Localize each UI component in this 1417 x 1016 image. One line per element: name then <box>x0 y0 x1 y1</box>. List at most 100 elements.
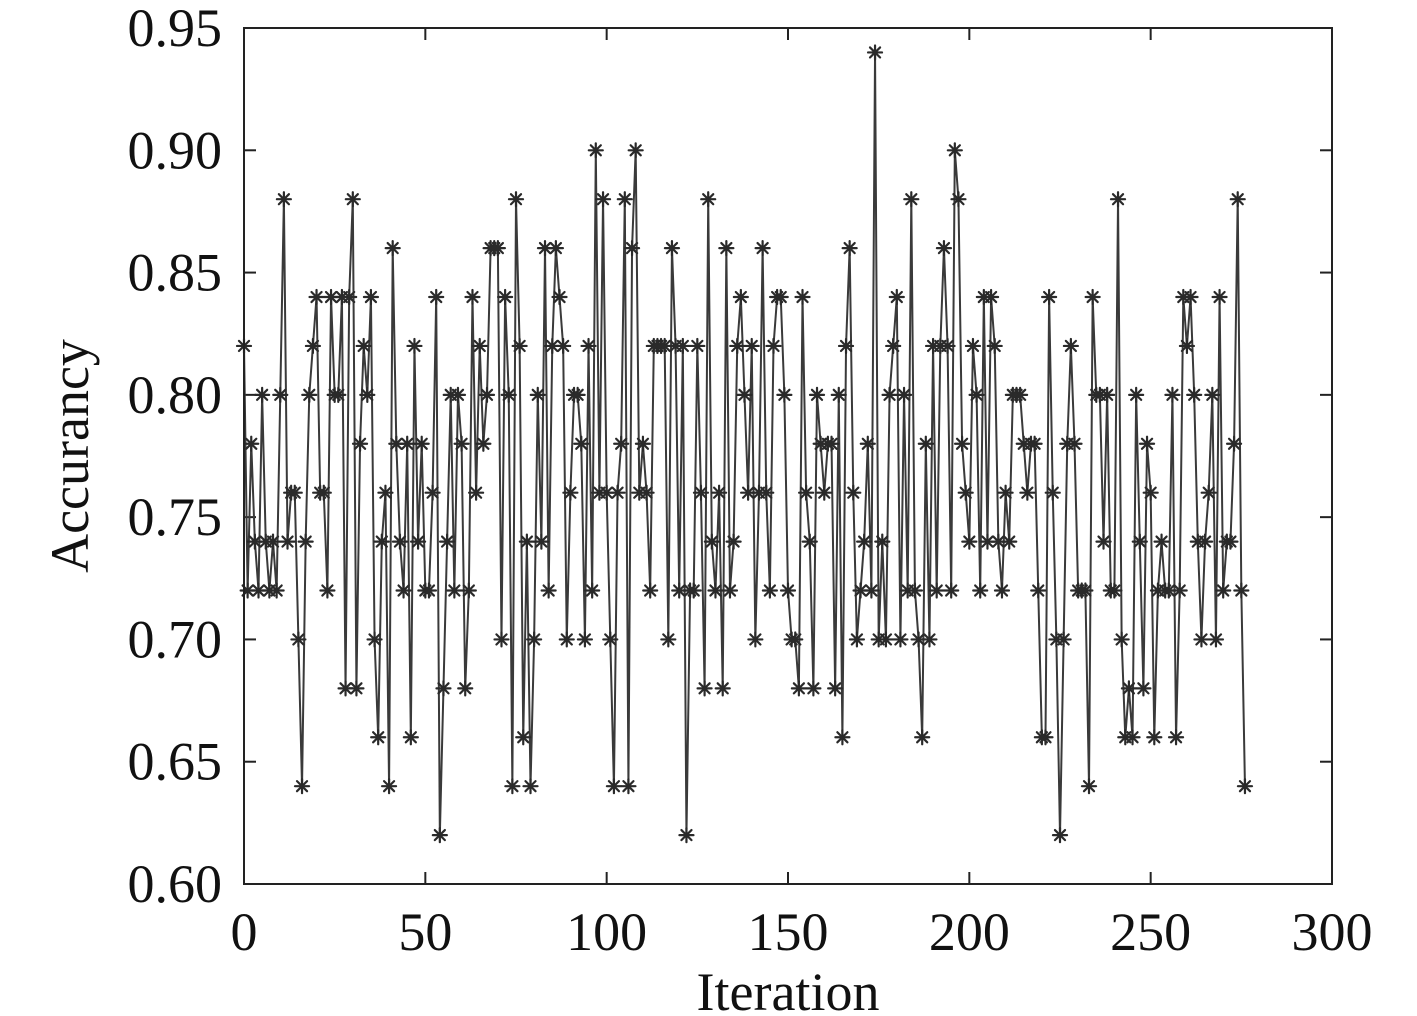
data-point <box>1080 778 1098 795</box>
data-point <box>402 729 419 746</box>
data-point <box>319 582 336 599</box>
data-point <box>1200 484 1217 501</box>
data-point <box>638 484 655 501</box>
data-point <box>373 533 390 550</box>
data-point <box>1215 582 1232 599</box>
data-point <box>536 240 554 257</box>
x-tick-label: 250 <box>1110 902 1191 962</box>
data-point <box>1001 533 1018 550</box>
data-point <box>935 240 953 257</box>
data-point <box>888 288 905 306</box>
data-point <box>594 191 612 208</box>
data-point <box>848 631 866 648</box>
data-point <box>1211 288 1228 306</box>
data-point <box>663 240 681 257</box>
data-point <box>906 582 924 599</box>
data-point <box>790 680 807 697</box>
data-point <box>1138 435 1156 452</box>
data-point <box>845 484 862 501</box>
data-point <box>584 582 601 599</box>
series-layer <box>235 44 1254 844</box>
data-point <box>841 240 858 257</box>
data-point <box>1030 582 1047 599</box>
data-point <box>243 435 260 452</box>
data-point <box>707 582 724 599</box>
data-point <box>885 337 902 355</box>
data-point <box>776 386 793 403</box>
data-point <box>493 631 510 648</box>
data-point <box>917 435 934 452</box>
data-point <box>351 435 369 452</box>
data-point <box>268 582 285 599</box>
data-point <box>714 680 731 697</box>
data-point <box>834 729 851 746</box>
data-point <box>689 337 706 355</box>
data-point <box>1128 386 1145 403</box>
data-point <box>275 191 292 208</box>
data-point <box>990 533 1007 550</box>
data-point <box>555 337 572 355</box>
data-point <box>301 386 318 403</box>
data-point <box>409 533 427 550</box>
y-tick-label: 0.95 <box>128 0 223 58</box>
data-point <box>852 582 869 599</box>
data-point <box>293 778 311 795</box>
data-point <box>1113 631 1130 648</box>
data-point <box>598 484 615 501</box>
data-point <box>674 337 691 355</box>
data-point <box>805 680 822 697</box>
data-point <box>801 533 818 550</box>
data-point <box>700 191 717 208</box>
data-point <box>758 484 775 501</box>
data-point <box>1142 484 1159 501</box>
data-point <box>497 288 514 306</box>
data-point <box>254 386 271 403</box>
data-point <box>551 288 568 306</box>
data-point <box>457 680 474 697</box>
data-point <box>765 337 782 355</box>
data-point <box>903 191 920 208</box>
data-point <box>1222 533 1239 550</box>
data-point <box>613 435 630 452</box>
data-point <box>718 240 735 257</box>
data-point <box>794 288 811 306</box>
data-point <box>1178 337 1196 355</box>
x-tick-label: 150 <box>748 902 829 962</box>
plot-frame <box>243 27 1333 885</box>
data-point <box>587 142 604 159</box>
data-point <box>380 778 398 795</box>
data-point <box>308 288 325 306</box>
data-point <box>729 337 746 355</box>
data-point <box>449 386 467 403</box>
data-point <box>428 288 445 306</box>
data-point <box>518 533 535 550</box>
data-point <box>761 582 778 599</box>
data-point <box>370 729 387 746</box>
data-point <box>1171 582 1188 599</box>
data-point <box>529 386 546 403</box>
data-point <box>950 191 967 208</box>
data-point <box>526 631 543 648</box>
data-point <box>576 631 594 648</box>
data-point <box>1186 386 1203 403</box>
data-point <box>830 386 847 403</box>
data-point <box>602 631 619 648</box>
data-point <box>1077 582 1094 599</box>
data-point <box>286 484 303 501</box>
data-point <box>1099 386 1116 403</box>
data-point <box>986 337 1003 355</box>
x-tick-label: 0 <box>231 902 258 962</box>
data-point <box>580 337 597 355</box>
data-point <box>1135 680 1152 697</box>
data-point <box>399 435 416 452</box>
data-point <box>710 484 728 501</box>
data-point <box>264 533 282 550</box>
data-point <box>660 631 677 648</box>
data-point <box>692 484 710 501</box>
data-point <box>953 435 971 452</box>
data-point <box>703 533 720 550</box>
data-point <box>696 680 713 697</box>
data-point <box>453 435 470 452</box>
data-point <box>1084 288 1101 306</box>
data-point <box>344 191 361 208</box>
